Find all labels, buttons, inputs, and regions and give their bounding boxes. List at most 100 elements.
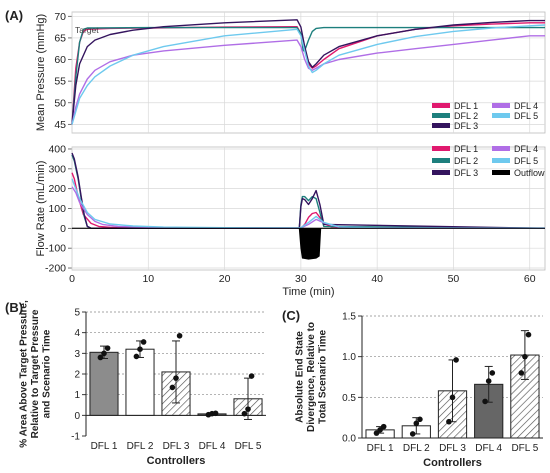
divergence-data-point xyxy=(373,430,380,436)
pressure-series-dfl-4 xyxy=(71,35,545,125)
area-data-point xyxy=(140,339,147,345)
area-ylabel-line: Relative to Target Pressure xyxy=(30,309,41,438)
flow-xtick-label: 60 xyxy=(524,273,536,285)
divergence-data-point xyxy=(482,398,488,405)
flow-legend-swatch xyxy=(492,146,510,151)
area-ylabel-line: % Area Above Target Pressure, xyxy=(19,300,30,448)
divergence-data-point xyxy=(377,427,383,433)
area-bar-dfl-2 xyxy=(125,348,155,416)
pressure-ytick-label: 45 xyxy=(54,119,66,131)
divergence-data-point xyxy=(446,418,452,425)
panel-label-c: (C) xyxy=(282,308,300,323)
divergence-category-label: DFL 3 xyxy=(439,443,466,454)
flow-legend-swatch xyxy=(492,158,510,163)
divergence-data-point xyxy=(413,420,420,427)
pressure-ytick-label: 50 xyxy=(54,97,66,109)
flow-ytick-label: -200 xyxy=(45,263,66,275)
divergence-data-point xyxy=(380,423,387,430)
flow-ytick-label: 300 xyxy=(48,163,66,175)
flow-legend-label: Outflow xyxy=(514,168,545,178)
area-data-point xyxy=(248,373,255,379)
area-ytick-label: -1 xyxy=(71,432,80,443)
panel-label-b: (B) xyxy=(5,300,23,315)
area-data-point xyxy=(97,354,104,361)
area-ytick-label: 3 xyxy=(74,349,80,360)
flow-ytick-label: 0 xyxy=(60,223,66,235)
pressure-legend-label: DFL 1 xyxy=(454,101,478,111)
area-ytick-label: 4 xyxy=(74,328,80,339)
flow-xtick-label: 40 xyxy=(371,273,383,285)
divergence-data-point xyxy=(518,370,525,376)
flow-xtick-label: 50 xyxy=(448,273,460,285)
flow-xtick-label: 20 xyxy=(219,273,231,285)
area-ytick-label: 5 xyxy=(74,308,80,319)
flow-legend-label: DFL 3 xyxy=(454,168,478,178)
flow-series-dfl-5 xyxy=(71,178,546,229)
divergence-category-label: DFL 4 xyxy=(475,443,502,454)
pressure-ytick-label: 70 xyxy=(54,11,66,23)
area-ylabel-line: and Scenario Time xyxy=(42,329,53,418)
flow-ytick-label: 200 xyxy=(48,183,66,195)
divergence-ylabel-line: Divergence, Relative to xyxy=(306,322,317,432)
area-data-point xyxy=(245,406,251,412)
flow-legend-swatch xyxy=(432,146,450,151)
area-ytick-label: 2 xyxy=(74,370,80,381)
area-data-point xyxy=(137,346,143,353)
area-category-label: DFL 4 xyxy=(199,441,226,452)
flow-chart: -200 -100 0 100 200 300 400 0 10 20 30 40 50 60 Flow R… xyxy=(35,143,546,298)
flow-legend-swatch xyxy=(492,170,510,175)
area-category-label: DFL 3 xyxy=(163,441,190,452)
divergence-data-point xyxy=(522,353,528,360)
flow-ytick-label: -100 xyxy=(45,243,66,255)
divergence-ytick-label: 1.5 xyxy=(342,312,356,323)
pressure-ylabel: Mean Pressure (mmHg) xyxy=(35,14,47,131)
pressure-legend-swatch xyxy=(432,113,450,118)
area-data-point xyxy=(212,410,219,417)
flow-legend-swatch xyxy=(432,158,450,163)
area-category-label: DFL 2 xyxy=(127,441,154,452)
pressure-legend-label: DFL 3 xyxy=(454,121,478,131)
flow-legend-label: DFL 1 xyxy=(454,144,478,154)
flow-legend-label: DFL 2 xyxy=(454,156,478,166)
area-data-point xyxy=(101,350,107,357)
flow-xtick-label: 10 xyxy=(142,273,154,285)
flow-ylabel: Flow Rate (mL/min) xyxy=(35,161,47,257)
flow-xtick-label: 0 xyxy=(69,273,75,285)
area-category-label: DFL 5 xyxy=(235,441,262,452)
pressure-ytick-label: 60 xyxy=(54,54,66,66)
divergence-data-point xyxy=(453,357,459,363)
area-category-label: DFL 1 xyxy=(91,441,118,452)
flow-xlabel: Time (min) xyxy=(282,286,334,298)
divergence-category-label: DFL 5 xyxy=(511,443,538,454)
divergence-data-point xyxy=(417,416,423,423)
flow-xtick-label: 30 xyxy=(295,273,307,285)
divergence-chart: 0.0 0.5 1.0 1.5 DFL 1 DFL 2 DFL 3 DFL 4 DFL 5 Con… xyxy=(295,312,543,469)
pressure-legend-swatch xyxy=(492,113,510,118)
pressure-target-annotation: Target xyxy=(75,25,99,35)
area-data-point xyxy=(133,353,140,360)
divergence-category-label: DFL 1 xyxy=(367,443,394,454)
divergence-data-point xyxy=(449,394,456,401)
pressure-chart: 45 50 55 60 65 70 Mean Pressure (mmHg) Target DF… xyxy=(35,11,546,134)
flow-legend-label: DFL 5 xyxy=(514,156,538,166)
divergence-ytick-label: 1.0 xyxy=(342,352,356,363)
divergence-data-point xyxy=(409,431,416,437)
panel-label-a: (A) xyxy=(5,8,23,23)
pressure-legend-swatch xyxy=(432,123,450,128)
area-data-point xyxy=(176,332,183,339)
area-ytick-label: 1 xyxy=(74,390,80,401)
divergence-category-label: DFL 2 xyxy=(403,443,430,454)
divergence-data-point xyxy=(525,331,532,338)
pressure-legend-swatch xyxy=(432,103,450,108)
divergence-ylabel-line: Absolute End State xyxy=(295,331,306,423)
divergence-ylabel-line: Total Scenario Time xyxy=(318,330,329,425)
pressure-ytick-label: 65 xyxy=(54,32,66,44)
flow-legend-label: DFL 4 xyxy=(514,144,538,154)
pressure-legend-label: DFL 2 xyxy=(454,111,478,121)
divergence-xlabel: Controllers xyxy=(423,457,482,469)
area-data-point xyxy=(169,384,176,391)
area-ytick-label: 0 xyxy=(74,411,80,422)
flow-legend-swatch xyxy=(432,170,450,175)
